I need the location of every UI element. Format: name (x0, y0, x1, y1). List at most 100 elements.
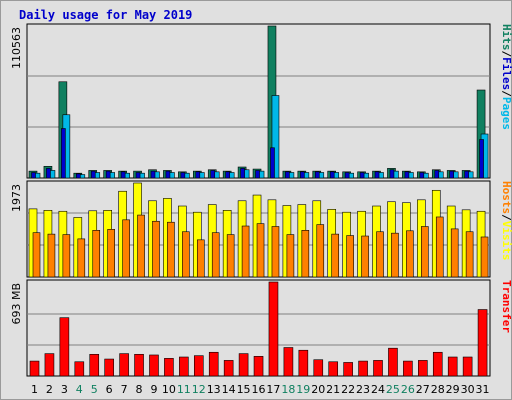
day-label: 13 (207, 383, 221, 396)
panel-transfer: 693 MB Transfer (10, 279, 512, 377)
hosts-bar (77, 238, 86, 278)
day-label: 10 (162, 383, 176, 396)
day-label: 15 (237, 383, 251, 396)
day-label: 1 (31, 383, 38, 396)
hosts-bar (256, 223, 265, 278)
hosts-bar (211, 232, 220, 278)
y-max-label: 693 MB (10, 283, 23, 325)
y-max-label: 1973 (10, 184, 23, 212)
hosts-bar (480, 236, 489, 278)
day-label: 24 (371, 383, 385, 396)
transfer-bar (328, 361, 339, 377)
transfer-bar (418, 360, 428, 377)
hosts-bar (331, 233, 340, 278)
files-bar (285, 171, 290, 179)
transfer-bar (253, 356, 264, 377)
day-label: 25 (386, 383, 400, 396)
files-bar (329, 171, 335, 179)
day-label: 16 (252, 383, 266, 396)
transfer-bar (238, 353, 249, 377)
legend-files: Files (500, 57, 512, 90)
files-bar (135, 172, 141, 179)
files-bar (464, 170, 469, 179)
legend-visits: Visits (500, 221, 512, 261)
hosts-bar (301, 230, 310, 278)
day-label: 19 (296, 383, 310, 396)
panel-hits-files-pages: 110563 Hits/Files/Pages (10, 23, 512, 179)
transfer-bar (134, 353, 144, 377)
transfer-bar (268, 281, 279, 377)
hosts-bar (450, 228, 459, 278)
hosts-bar (435, 216, 444, 278)
transfer-bar (403, 360, 413, 377)
files-bar (300, 171, 305, 179)
files-bar (359, 172, 365, 179)
y-max-label: 110563 (10, 27, 23, 69)
hosts-bar (92, 230, 101, 278)
legend-pages: Pages (500, 97, 512, 130)
files-bar (76, 173, 81, 179)
files-bar (150, 170, 156, 179)
legend-label: Hits/Files/Pages (500, 24, 512, 130)
files-bar (255, 170, 260, 179)
files-bar (225, 171, 230, 179)
transfer-bar (149, 354, 159, 377)
files-bar (314, 171, 320, 179)
legend-slash: / (500, 51, 512, 58)
files-bar (449, 170, 454, 179)
files-bar (434, 170, 440, 179)
files-bar (195, 171, 201, 179)
transfer-bar (119, 353, 129, 377)
day-label: 8 (136, 383, 143, 396)
day-label: 12 (192, 383, 206, 396)
files-bar (404, 171, 410, 179)
transfer-bar (208, 351, 219, 377)
day-label: 21 (326, 383, 340, 396)
transfer-bar (358, 360, 368, 377)
day-label: 17 (266, 383, 280, 396)
files-bar (270, 147, 275, 179)
day-label: 30 (461, 383, 475, 396)
files-bar (210, 170, 216, 179)
hosts-bar (465, 231, 474, 278)
legend-label: Transfer (500, 280, 512, 333)
transfer-bar (343, 362, 353, 377)
hosts-bar (182, 231, 190, 278)
files-bar (105, 170, 111, 179)
files-bar (374, 171, 380, 179)
hosts-bar (286, 234, 295, 278)
day-label: 31 (476, 383, 490, 396)
day-label: 26 (401, 383, 415, 396)
hosts-bar (241, 225, 250, 278)
transfer-bar (477, 309, 488, 377)
files-bar (180, 172, 186, 179)
hosts-bar (32, 232, 41, 278)
transfer-bar (388, 347, 398, 377)
transfer-bar (179, 356, 189, 377)
hosts-bar (152, 220, 160, 278)
hosts-bar (346, 235, 354, 278)
hosts-bar (107, 229, 115, 278)
day-label: 4 (76, 383, 83, 396)
day-label: 7 (121, 383, 128, 396)
hosts-bar (122, 219, 130, 278)
transfer-bar (223, 360, 234, 377)
files-bar (165, 170, 171, 179)
day-label: 27 (416, 383, 430, 396)
day-label: 3 (61, 383, 68, 396)
transfer-bar (283, 347, 294, 377)
legend-hosts: Hosts (500, 181, 512, 214)
hosts-bar (47, 233, 56, 278)
day-label: 20 (311, 383, 325, 396)
day-label: 23 (356, 383, 370, 396)
legend-hits: Hits (500, 24, 512, 51)
transfer-bar (193, 355, 204, 377)
files-bar (419, 172, 425, 179)
files-bar (90, 170, 96, 179)
hosts-bar (196, 239, 205, 278)
hosts-bar (421, 226, 429, 278)
hosts-bar (361, 235, 369, 278)
panel-hosts-visits: 1973 Hosts/Visits (10, 180, 512, 278)
hosts-bar (167, 221, 175, 278)
day-label: 29 (446, 383, 460, 396)
